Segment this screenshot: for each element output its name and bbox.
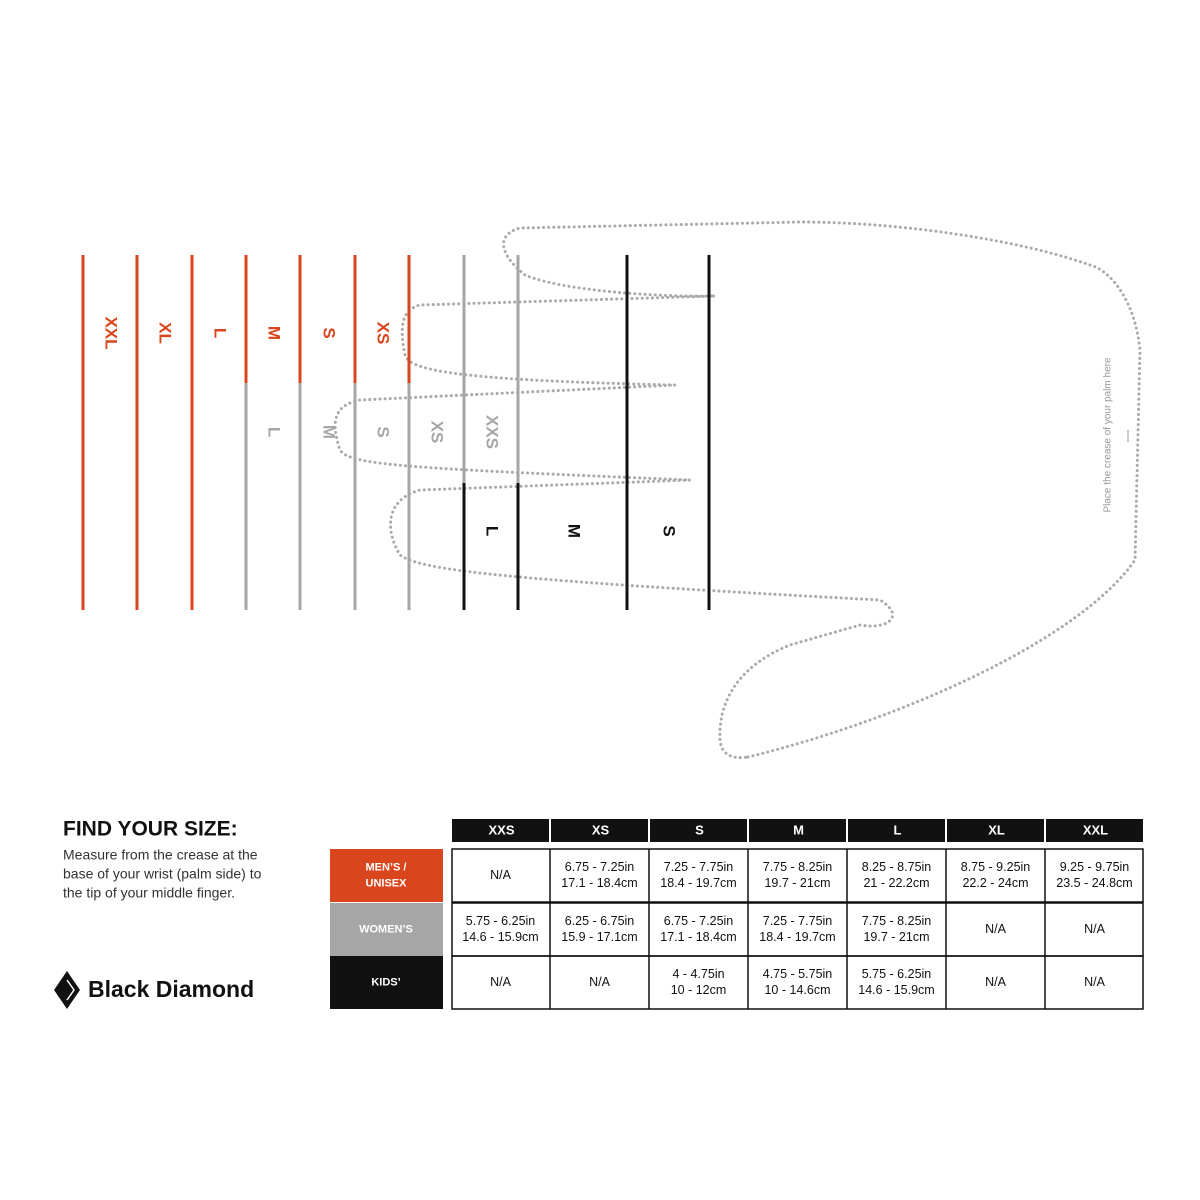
ruler-label: L <box>265 427 284 437</box>
cell-text: 6.25 - 6.75in <box>565 914 635 928</box>
column-header-bg <box>551 819 648 842</box>
brand: Black Diamond <box>88 976 254 1002</box>
cell-text: 19.7 - 21cm <box>764 876 830 890</box>
row-label-bg <box>330 956 443 1009</box>
palm-note: Place the crease of your palm here <box>1103 357 1114 513</box>
ruler-label: XXL <box>102 316 121 349</box>
column-header: L <box>894 822 902 837</box>
column-header-bg <box>452 819 549 842</box>
cell-text: 22.2 - 24cm <box>962 876 1028 890</box>
column-header-bg <box>650 819 747 842</box>
ruler-label: XL <box>156 322 175 344</box>
row-label-bg <box>330 849 443 902</box>
column-header: XXS <box>488 822 514 837</box>
cell-text: 5.75 - 6.25in <box>466 914 536 928</box>
cell-text: 18.4 - 19.7cm <box>759 930 835 944</box>
column-header: M <box>793 822 804 837</box>
cell-text: 10 - 12cm <box>671 983 727 997</box>
cell-text: 19.7 - 21cm <box>863 930 929 944</box>
glove-outline <box>333 220 1142 760</box>
column-header-bg <box>749 819 846 842</box>
cell-text: 21 - 22.2cm <box>863 876 929 890</box>
cell-text: N/A <box>490 868 512 882</box>
cell-text: 7.75 - 8.25in <box>862 914 932 928</box>
cell-text: 14.6 - 15.9cm <box>858 983 934 997</box>
cell-text: N/A <box>1084 922 1106 936</box>
row-label: KIDS’ <box>371 976 400 988</box>
cell-text: 8.25 - 8.75in <box>862 860 932 874</box>
cell-text: 4.75 - 5.75in <box>763 967 833 981</box>
cell-text: 9.25 - 9.75in <box>1060 860 1130 874</box>
instructions-line: base of your wrist (palm side) to <box>63 866 262 882</box>
cell-text: 7.25 - 7.75in <box>763 914 833 928</box>
ruler-label: L <box>483 526 502 536</box>
cell-text: 4 - 4.75in <box>672 967 724 981</box>
cell-text: N/A <box>490 975 512 989</box>
logo-mark <box>54 971 80 1009</box>
rulers <box>81 255 711 610</box>
row-label: UNISEX <box>366 877 408 889</box>
cell-text: 14.6 - 15.9cm <box>462 930 538 944</box>
ruler-label: M <box>265 326 284 340</box>
cell-text: 17.1 - 18.4cm <box>660 930 736 944</box>
column-header-bg <box>1046 819 1143 842</box>
cell-text: 5.75 - 6.25in <box>862 967 932 981</box>
instructions-line: the tip of your middle finger. <box>63 885 235 901</box>
ruler-label: XS <box>428 421 447 444</box>
column-header: XXL <box>1083 822 1108 837</box>
cell-text: 7.75 - 8.25in <box>763 860 833 874</box>
cell-text: 6.75 - 7.25in <box>664 914 734 928</box>
ruler-label: M <box>565 524 584 538</box>
cell-text: 8.75 - 9.25in <box>961 860 1031 874</box>
column-header-bg <box>947 819 1044 842</box>
cell-text: 18.4 - 19.7cm <box>660 876 736 890</box>
instructions-line: Measure from the crease at the <box>63 847 258 863</box>
column-header: XS <box>592 822 610 837</box>
logo-mark-detail <box>66 979 75 1001</box>
ruler-label: XS <box>374 322 393 345</box>
ruler-label: M <box>320 425 339 439</box>
heading: FIND YOUR SIZE: <box>63 818 238 841</box>
row-box <box>451 955 1144 1010</box>
column-header-bg <box>848 819 945 842</box>
row-label-bg <box>330 903 443 956</box>
size-table: XXS XS S M L XL XXL MEN’S / UNISEX N/A 6.75 - 7.25… <box>330 819 1144 1010</box>
cell-text: 7.25 - 7.75in <box>664 860 734 874</box>
row-label: MEN’S / <box>366 861 407 873</box>
cell-text: 23.5 - 24.8cm <box>1056 876 1132 890</box>
column-header: XL <box>988 822 1005 837</box>
row-label: WOMEN’S <box>359 923 413 935</box>
column-header: S <box>695 822 704 837</box>
cell-text: N/A <box>589 975 611 989</box>
cell-text: 10 - 14.6cm <box>764 983 830 997</box>
ruler-label: S <box>374 426 393 437</box>
ruler-label: L <box>211 328 230 338</box>
cell-text: N/A <box>1084 975 1106 989</box>
row-box <box>451 848 1144 903</box>
ruler-label: XXS <box>483 415 502 449</box>
cell-text: 17.1 - 18.4cm <box>561 876 637 890</box>
cell-text: 15.9 - 17.1cm <box>561 930 637 944</box>
ruler-label: S <box>660 525 679 536</box>
cell-text: N/A <box>985 975 1007 989</box>
cell-text: 6.75 - 7.25in <box>565 860 635 874</box>
ruler-label: S <box>320 327 339 338</box>
cell-text: N/A <box>985 922 1007 936</box>
